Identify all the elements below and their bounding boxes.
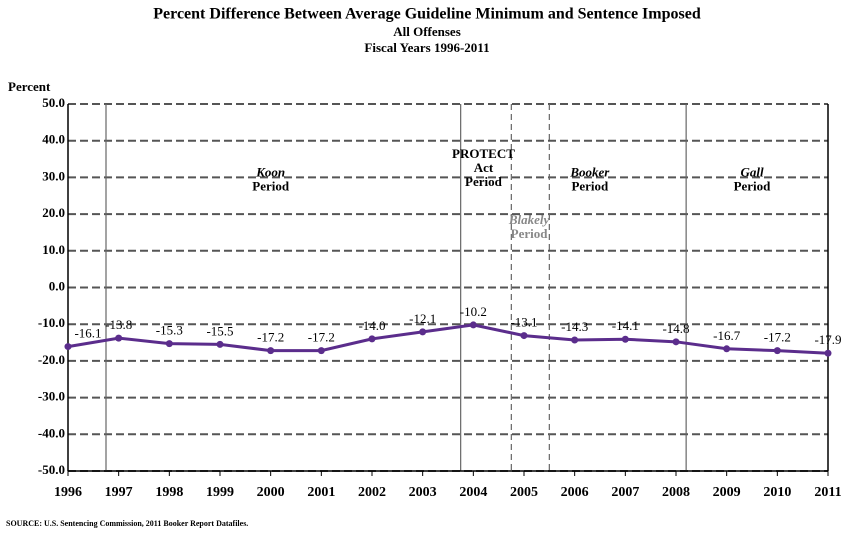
period-label: Period [511,226,549,241]
value-label: -17.2 [764,330,791,345]
data-point [267,347,275,355]
y-tick-label: -10.0 [38,315,65,330]
data-line [67,323,829,355]
y-tick-label: -50.0 [38,462,65,477]
source-note: SOURCE: U.S. Sentencing Commission, 2011… [6,519,248,528]
value-label: -13.8 [105,317,132,332]
data-point [824,349,832,357]
data-point [773,347,781,355]
value-label: -13.1 [510,315,537,330]
period-label: Period [571,178,609,193]
data-point [64,343,72,351]
x-tick-label: 2001 [307,485,335,500]
period-label: Koon [255,164,285,179]
chart-subtitle: All Offenses [393,24,461,39]
y-tick-label: -30.0 [38,389,65,404]
y-tick-label: 10.0 [42,242,65,257]
y-tick-label: 20.0 [42,205,65,220]
data-point [672,338,680,346]
period-label: Booker [569,164,610,179]
value-label: -16.1 [74,326,101,341]
period-label: Period [734,178,772,193]
x-tick-label: 2003 [409,485,437,500]
data-point [469,321,477,329]
data-point [571,336,579,344]
x-tick-label: 1998 [155,485,183,500]
data-point [723,345,731,353]
x-tick-label: 2010 [763,485,791,500]
x-tick-label: 2005 [510,485,538,500]
x-tick-label: 2011 [814,485,841,500]
data-point [165,340,173,348]
y-tick-label: 0.0 [49,278,65,293]
period-label: Gall [740,164,764,179]
value-label: -16.7 [713,328,741,343]
value-label: -14.3 [561,319,588,334]
value-label: -17.9 [814,332,841,347]
x-tick-label: 2009 [713,485,741,500]
period-label: Period [252,178,290,193]
chart-subtitle: Fiscal Years 1996-2011 [364,40,489,55]
x-tick-label: 1999 [206,485,234,500]
value-label: -17.2 [257,330,284,345]
period-label: PROTECT [452,146,515,161]
x-tick-label: 2006 [561,485,589,500]
value-label: -10.2 [460,304,487,319]
period-label: Act [474,160,494,175]
value-label: -14.1 [612,318,639,333]
data-point [216,340,224,348]
y-tick-label: 30.0 [42,168,65,183]
y-tick-label: -20.0 [38,352,65,367]
period-label: Period [465,174,503,189]
x-tick-label: 2008 [662,485,690,500]
chart-title: Percent Difference Between Average Guide… [153,6,701,23]
y-tick-label: -40.0 [38,425,65,440]
data-point [520,332,528,340]
value-label: -15.5 [206,323,233,338]
y-tick-label: 50.0 [42,95,65,110]
data-point [621,335,629,343]
value-label: -12.1 [409,311,436,326]
y-axis-label: Percent [8,79,51,94]
x-tick-label: 2007 [611,485,639,500]
data-point [317,347,325,355]
data-point [115,334,123,342]
value-label: -15.3 [156,323,183,338]
x-tick-label: 2004 [459,485,487,500]
value-label: -14.8 [662,321,689,336]
x-tick-label: 2000 [257,485,285,500]
value-label: -17.2 [308,330,335,345]
x-tick-label: 1997 [105,485,133,500]
x-tick-label: 1996 [54,485,82,500]
period-label: Blakely [508,212,550,227]
y-tick-label: 40.0 [42,132,65,147]
data-point [419,328,427,336]
x-tick-label: 2002 [358,485,386,500]
data-point [368,335,376,343]
value-label: -14.0 [358,318,385,333]
